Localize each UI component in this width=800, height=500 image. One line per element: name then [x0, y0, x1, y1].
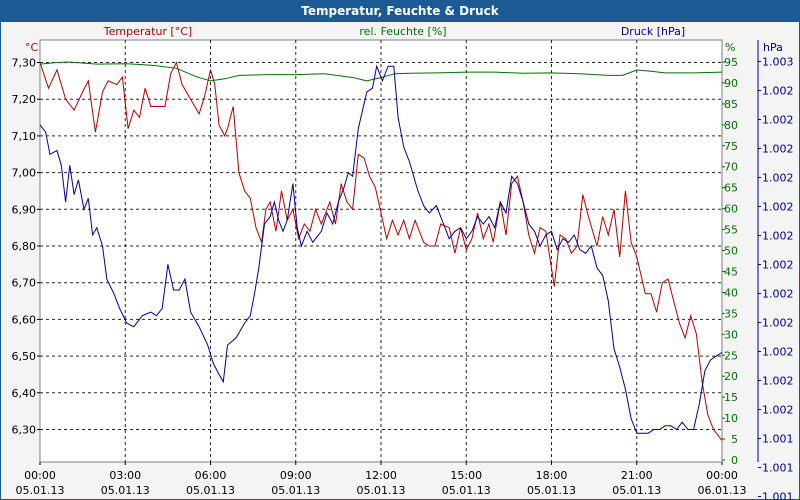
- pressure-tick-label: 1.001: [762, 491, 794, 500]
- temperature-header: Temperatur [°C]: [103, 25, 192, 38]
- humidity-tick-label: 35: [724, 307, 738, 320]
- time-tick-label: 21:00: [621, 469, 653, 482]
- time-tick-label: 18:00: [536, 469, 568, 482]
- pressure-tick-label: 1.002: [762, 375, 794, 388]
- humidity-tick-label: 90: [724, 77, 738, 90]
- temperature-tick-label: 7,00: [12, 167, 37, 180]
- humidity-tick-label: 80: [724, 119, 738, 132]
- chart-title: Temperatur, Feuchte & Druck: [1, 1, 799, 22]
- date-tick-label: 05.01.13: [442, 484, 491, 497]
- pressure-tick-label: 1.002: [762, 230, 794, 243]
- temperature-tick-label: 6,90: [12, 203, 37, 216]
- grid-lines: [40, 40, 722, 462]
- time-tick-label: 06:00: [195, 469, 227, 482]
- time-tick-label: 09:00: [280, 469, 312, 482]
- pressure-tick-label: 1.002: [762, 201, 794, 214]
- pressure-tick-label: 1.001: [762, 433, 794, 446]
- humidity-tick-label: 60: [724, 203, 738, 216]
- humidity-tick-label: 45: [724, 265, 738, 278]
- humidity-tick-label: 5: [731, 433, 738, 446]
- temperature-tick-label: 7,10: [12, 130, 37, 143]
- humidity-unit: %: [725, 41, 735, 54]
- temperature-tick-label: 6,80: [12, 240, 37, 253]
- time-tick-label: 15:00: [450, 469, 482, 482]
- pressure-tick-label: 1.002: [762, 259, 794, 272]
- pressure-tick-label: 1.002: [762, 114, 794, 127]
- humidity-tick-label: 10: [724, 412, 738, 425]
- humidity-tick-label: 0: [731, 454, 738, 467]
- pressure-unit: hPa: [763, 41, 783, 54]
- date-tick-label: 05.01.13: [186, 484, 235, 497]
- axis-headers: Temperatur [°C] rel. Feuchte [%] Druck [hP…: [103, 25, 685, 38]
- humidity-tick-label: 65: [724, 182, 738, 195]
- temperature-tick-label: 6,60: [12, 313, 37, 326]
- humidity-tick-label: 85: [724, 98, 738, 111]
- temperature-line: [39, 61, 723, 441]
- pressure-line: [39, 64, 723, 434]
- temperature-tick-label: 7,20: [12, 93, 37, 106]
- date-tick-label: 05.01.13: [527, 484, 576, 497]
- humidity-tick-label: 70: [724, 161, 738, 174]
- time-tick-label: 03:00: [109, 469, 141, 482]
- pressure-tick-label: 1.002: [762, 143, 794, 156]
- pressure-tick-label: 1.002: [762, 288, 794, 301]
- time-axis: 00:00 05.01.13 03:00 05.01.13 06:00 05.01.13 0…: [16, 462, 747, 497]
- date-tick-label: 05.01.13: [357, 484, 406, 497]
- pressure-header: Druck [hPa]: [621, 25, 685, 38]
- date-tick-label: 06.01.13: [698, 484, 747, 497]
- pressure-tick-label: 1.002: [762, 404, 794, 417]
- time-tick-label: 00:00: [24, 469, 56, 482]
- humidity-tick-label: 95: [724, 56, 738, 69]
- temperature-unit: °C: [25, 41, 39, 54]
- date-tick-label: 05.01.13: [101, 484, 150, 497]
- pressure-tick-label: 1.001: [762, 462, 794, 475]
- humidity-tick-label: 55: [724, 224, 738, 237]
- pressure-tick-label: 1.002: [762, 317, 794, 330]
- humidity-tick-label: 30: [724, 328, 738, 341]
- humidity-tick-label: 75: [724, 140, 738, 153]
- temperature-tick-label: 6,30: [12, 424, 37, 437]
- humidity-tick-label: 15: [724, 391, 738, 404]
- humidity-tick-label: 25: [724, 349, 738, 362]
- pressure-axis: 1.003 1.002 1.002 1.002 1.002 1.002 1.002 1.002…: [757, 40, 794, 500]
- pressure-tick-label: 1.002: [762, 85, 794, 98]
- temperature-tick-label: 6,50: [12, 350, 37, 363]
- humidity-tick-label: 40: [724, 286, 738, 299]
- series-lines: [39, 61, 723, 441]
- time-tick-label: 12:00: [365, 469, 397, 482]
- temperature-axis: 7,30 7,20 7,10 7,00 6,90 6,80 6,70 6,60 6,50 6,40…: [12, 41, 40, 437]
- humidity-tick-label: 50: [724, 245, 738, 258]
- pressure-tick-label: 1.002: [762, 172, 794, 185]
- pressure-tick-label: 1.003: [762, 56, 794, 69]
- date-tick-label: 05.01.13: [271, 484, 320, 497]
- temperature-tick-label: 6,40: [12, 387, 37, 400]
- pressure-tick-label: 1.002: [762, 346, 794, 359]
- humidity-header: rel. Feuchte [%]: [359, 25, 446, 38]
- humidity-tick-label: 20: [724, 370, 738, 383]
- date-tick-label: 05.01.13: [16, 484, 65, 497]
- temperature-tick-label: 7,30: [12, 57, 37, 70]
- date-tick-label: 05.01.13: [612, 484, 661, 497]
- temperature-tick-label: 6,70: [12, 277, 37, 290]
- time-tick-label: 00:00: [706, 469, 738, 482]
